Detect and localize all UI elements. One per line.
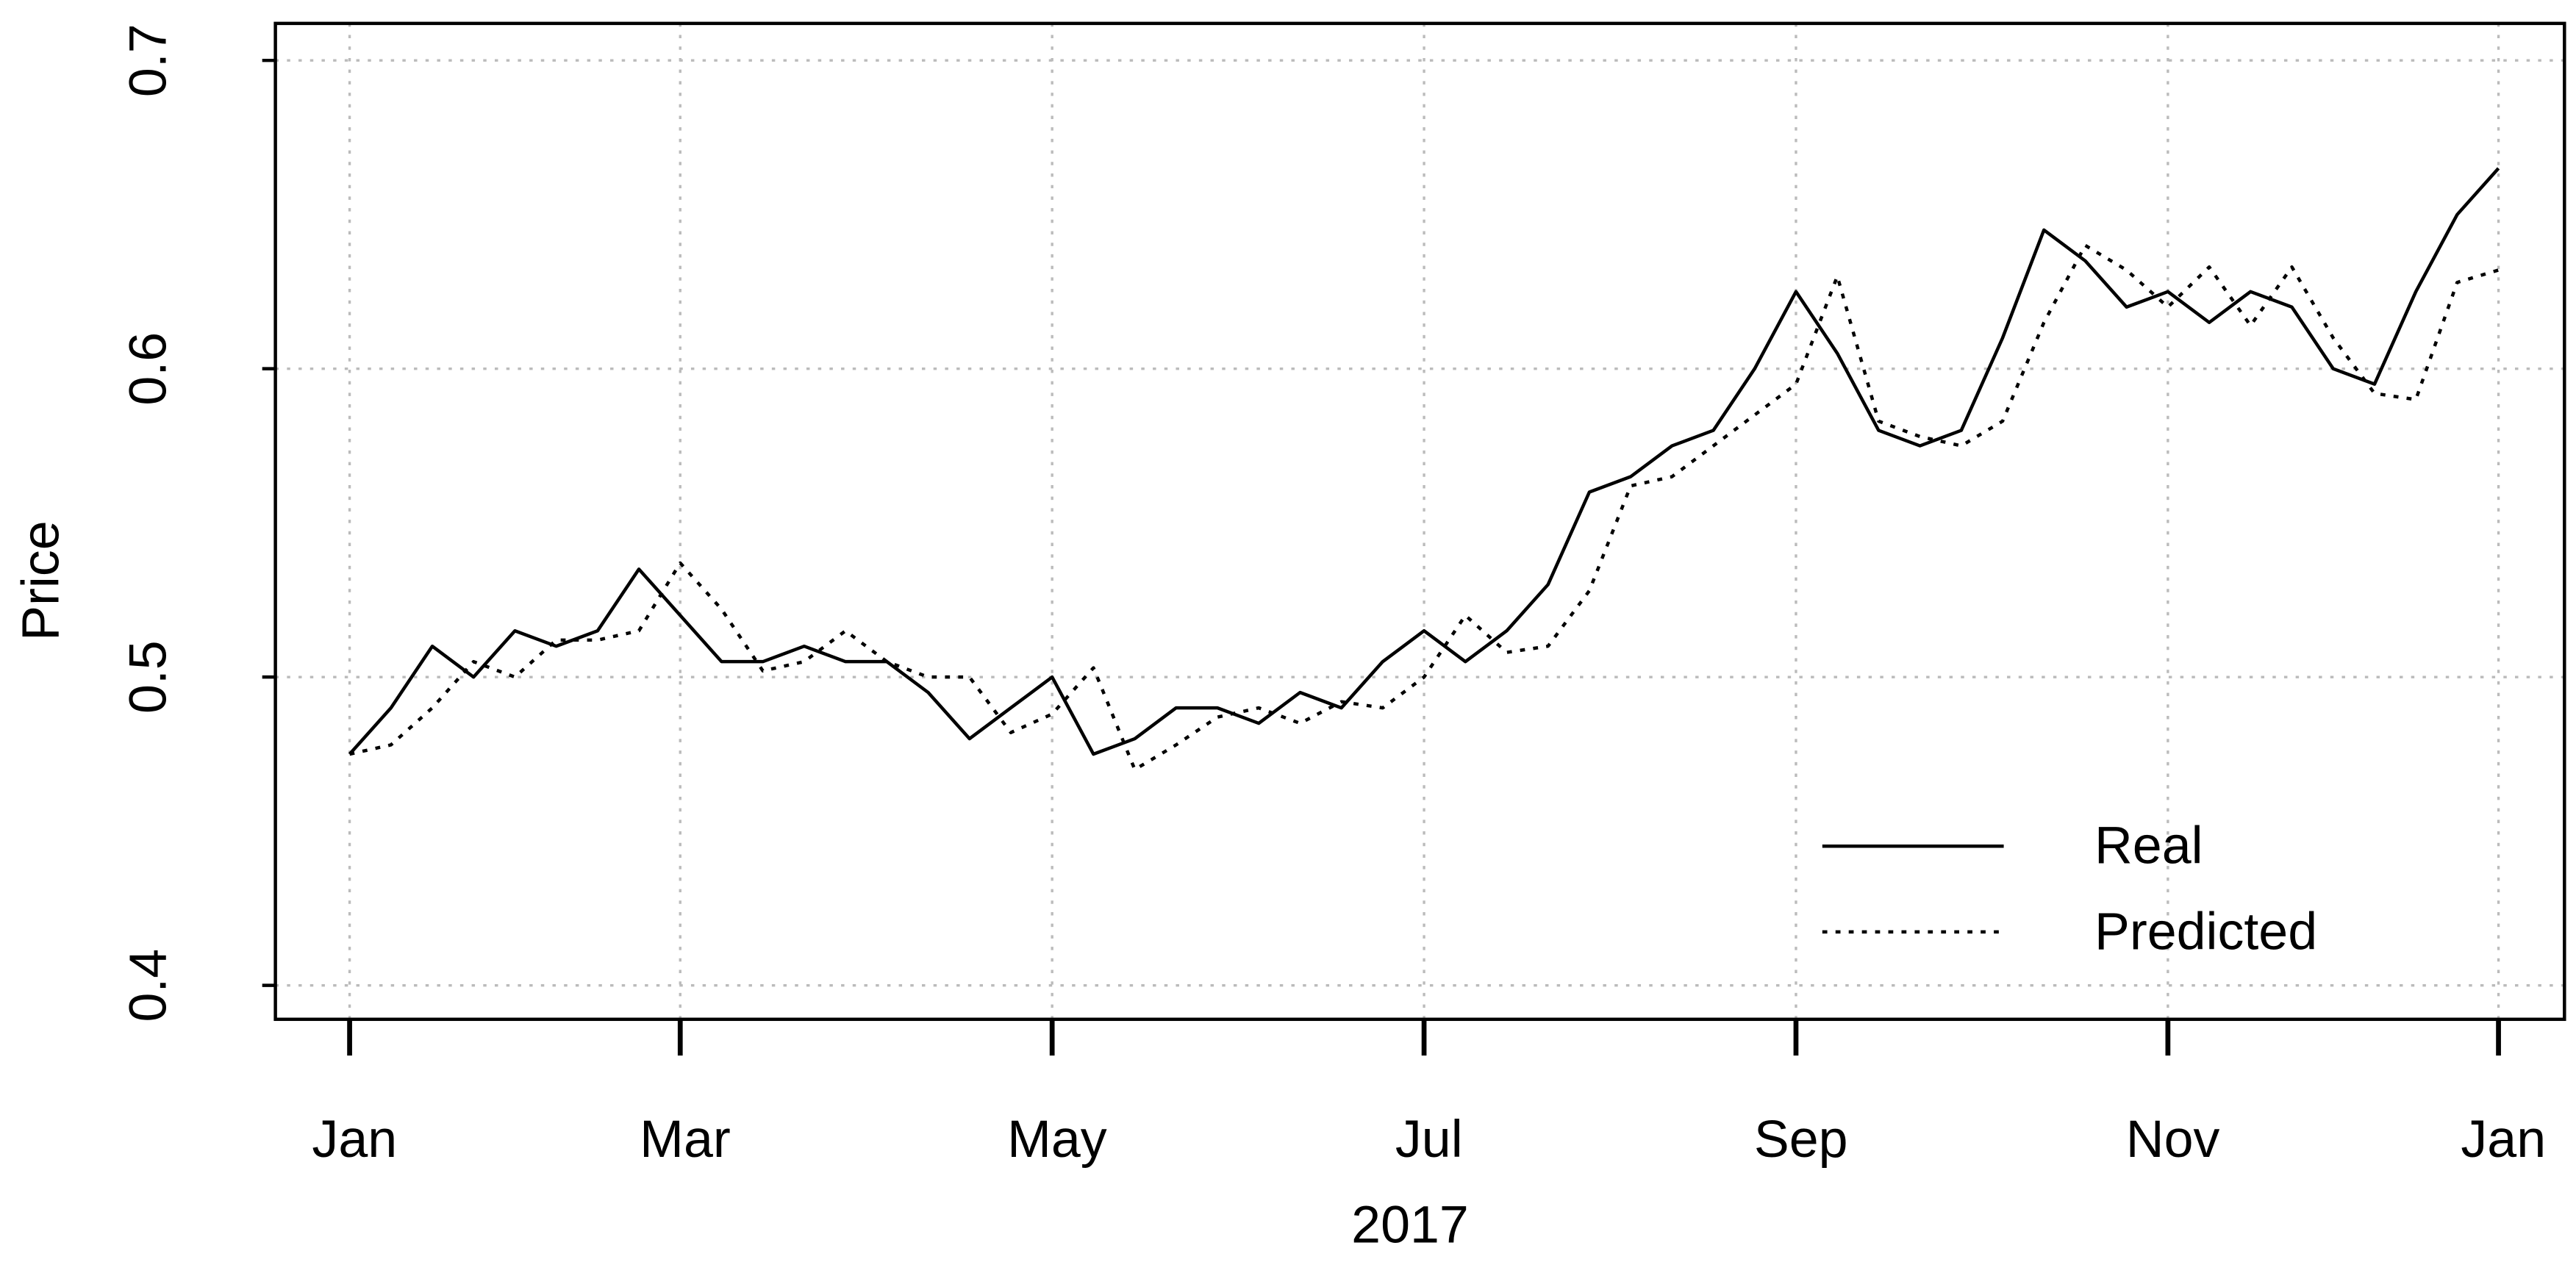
series-line [348,167,2500,756]
y-tick-label: 0.6 [118,332,177,406]
plot-frame [273,21,2566,1022]
series-line [349,243,2500,772]
x-tick-label: Sep [1754,1110,1848,1169]
x-tick-label: Nov [2126,1110,2220,1169]
legend: Real Predicted [1822,817,2317,961]
axes: 0.4 0.5 0.6 0.7 Jan Mar May Jul Sep Nov Jan [118,24,2546,1169]
grid [275,23,2565,1019]
x-tick-label: May [1007,1110,1107,1169]
plot-lines [348,167,2500,772]
x-tick-label: Mar [640,1110,731,1169]
x-tick-label: Jan [2461,1110,2546,1169]
y-axis-label: Price [12,520,71,641]
x-tick-label: Jul [1395,1110,1463,1169]
y-tick-label: 0.7 [118,24,177,97]
legend-label: Predicted [2094,902,2317,961]
legend-label: Real [2094,817,2203,875]
y-tick-label: 0.5 [118,640,177,714]
y-tick-label: 0.4 [118,949,177,1022]
x-axis-label: 2017 [1351,1196,1469,1255]
x-tick-label: Jan [312,1110,397,1169]
